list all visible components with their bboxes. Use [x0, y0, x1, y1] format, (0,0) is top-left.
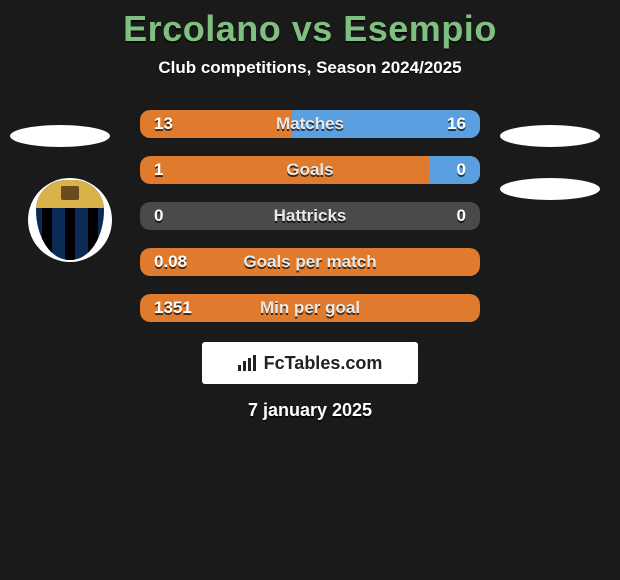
stat-bar-row: Hattricks0 0: [140, 202, 480, 230]
bar-value-left: 13: [154, 110, 173, 138]
bar-value-left: 0: [154, 202, 163, 230]
logo-text: FcTables.com: [264, 353, 383, 374]
bar-value-left: 1351: [154, 294, 192, 322]
team-right-placeholder: [500, 125, 600, 147]
stat-bar-row: Goals1 0: [140, 156, 480, 184]
team-left-placeholder: [10, 125, 110, 147]
bar-label: Goals per match: [140, 248, 480, 276]
badge-lion-icon: [61, 186, 79, 200]
badge-top-band: [36, 180, 104, 208]
bar-value-right: 16: [447, 110, 466, 138]
bar-label: Matches: [140, 110, 480, 138]
badge-shield: [36, 180, 104, 260]
generated-date: 7 january 2025: [0, 400, 620, 421]
subtitle: Club competitions, Season 2024/2025: [0, 58, 620, 78]
fctables-logo: FcTables.com: [202, 342, 418, 384]
bar-value-left: 0.08: [154, 248, 187, 276]
bar-value-left: 1: [154, 156, 163, 184]
page-title: Ercolano vs Esempio: [0, 8, 620, 50]
team-left-badge: [28, 178, 112, 262]
bar-label: Goals: [140, 156, 480, 184]
badge-stripe: [65, 208, 75, 260]
badge-stripe: [42, 208, 52, 260]
stat-bar-row: Goals per match0.08: [140, 248, 480, 276]
stats-bar-group: Matches1316Goals10Hattricks00Goals per m…: [140, 110, 480, 322]
bar-chart-icon: [238, 355, 258, 371]
team-right-placeholder-2: [500, 178, 600, 200]
badge-stripe: [88, 208, 98, 260]
bar-label: Hattricks: [140, 202, 480, 230]
stat-bar-row: Matches13 16: [140, 110, 480, 138]
bar-value-right: 0: [457, 202, 466, 230]
bar-value-right: 0: [457, 156, 466, 184]
stat-bar-row: Min per goal1351: [140, 294, 480, 322]
